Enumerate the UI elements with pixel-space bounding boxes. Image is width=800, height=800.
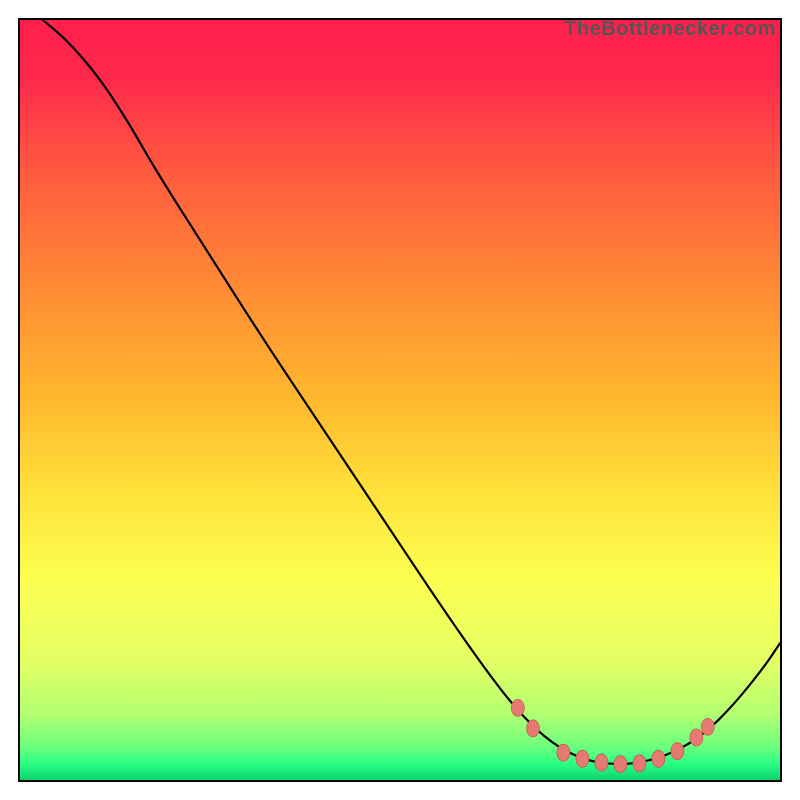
watermark-text: TheBottlenecker.com <box>564 18 776 41</box>
plot-area: TheBottlenecker.com <box>18 18 782 782</box>
chart-container: TheBottlenecker.com <box>0 0 800 800</box>
gradient-background <box>20 20 780 780</box>
